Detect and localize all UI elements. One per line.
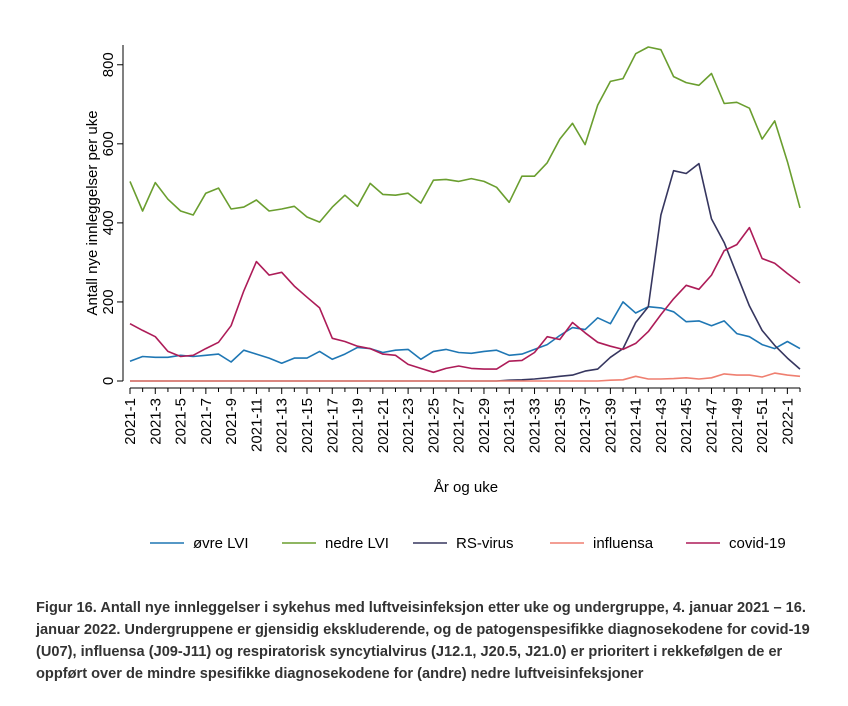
- x-tick-label: 2021-41: [628, 398, 645, 453]
- y-axis-ticks: 0 200 400 600 800: [100, 52, 123, 385]
- x-tick-label: 2021-35: [552, 398, 569, 453]
- x-tick-label: 2021-37: [577, 398, 594, 453]
- x-tick-label: 2021-19: [350, 398, 367, 453]
- series-line-øvre-lvi: [129, 301, 801, 365]
- x-tick-label: 2021-3: [147, 398, 164, 445]
- figure-caption: Figur 16. Antall nye innleggelser i syke…: [36, 600, 810, 682]
- legend: øvre LVI nedre LVI RS-virus influensa covid-…: [150, 535, 786, 552]
- x-tick-label: 2021-43: [653, 398, 670, 453]
- y-tick-label: 800: [100, 52, 117, 77]
- x-tick-label: 2021-51: [754, 398, 771, 453]
- x-tick-label: 2021-33: [527, 398, 544, 453]
- x-axis-ticks: 2021-1 2021-3 2021-5 2021-7 2021-9 2021-11 202…: [122, 388, 801, 453]
- x-tick-label: 2021-17: [324, 398, 341, 453]
- x-tick-label: 2021-25: [425, 398, 442, 453]
- x-tick-label: 2021-31: [501, 398, 518, 453]
- legend-label: covid-19: [729, 535, 786, 552]
- y-tick-label: 200: [100, 289, 117, 314]
- x-tick-label: 2021-23: [400, 398, 417, 453]
- x-tick-label: 2021-13: [274, 398, 291, 453]
- legend-label: RS-virus: [456, 535, 514, 552]
- series-lines: [129, 46, 801, 382]
- y-tick-label: 400: [100, 210, 117, 235]
- x-tick-label: 2021-5: [173, 398, 190, 445]
- series-line-nedre-lvi: [129, 46, 801, 223]
- x-axis-label: År og uke: [434, 479, 498, 496]
- series-line-influensa: [130, 372, 801, 382]
- series-line-rs-virus: [130, 162, 801, 382]
- x-tick-label: 2021-47: [704, 398, 721, 453]
- x-tick-label: 2021-49: [729, 398, 746, 453]
- legend-label: nedre LVI: [325, 535, 389, 552]
- legend-label: influensa: [593, 535, 654, 552]
- x-tick-label: 2021-29: [476, 398, 493, 453]
- y-axis-label: Antall nye innleggelser per uke: [84, 110, 101, 315]
- x-tick-label: 2021-9: [223, 398, 240, 445]
- y-tick-label: 0: [100, 377, 117, 385]
- series-line-covid-19: [129, 226, 801, 374]
- x-tick-label: 2021-11: [248, 398, 265, 452]
- x-tick-label: 2021-45: [678, 398, 695, 453]
- legend-label: øvre LVI: [193, 535, 249, 552]
- y-tick-label: 600: [100, 131, 117, 156]
- x-tick-label: 2021-7: [198, 398, 215, 445]
- x-tick-label: 2021-21: [375, 398, 392, 453]
- x-tick-label: 2021-39: [602, 398, 619, 453]
- x-tick-label: 2022-1: [779, 398, 796, 445]
- x-tick-label: 2021-15: [299, 398, 316, 453]
- x-tick-label: 2021-27: [451, 398, 468, 453]
- x-tick-label: 2021-1: [122, 398, 139, 445]
